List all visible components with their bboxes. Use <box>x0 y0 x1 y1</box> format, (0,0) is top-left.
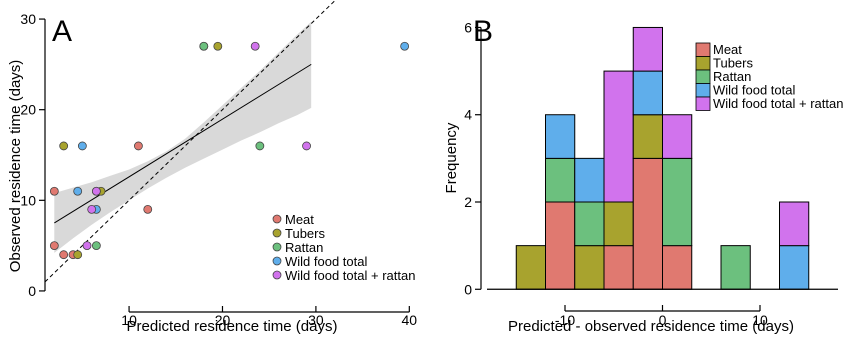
data-point <box>49 241 59 251</box>
legend-label: Tubers <box>285 226 325 241</box>
legend-label: Rattan <box>713 69 751 84</box>
panel-label-a: A <box>52 15 72 48</box>
data-point <box>255 141 265 151</box>
histogram-panel: B -10 0 10 0 2 4 6 Predicted - observed reside… <box>443 15 843 335</box>
x-axis-label-a: Predicted residence time (days) <box>127 318 338 335</box>
data-point <box>199 41 209 51</box>
data-point <box>49 186 59 196</box>
x-tick-label: 30 <box>308 312 324 328</box>
legend-label: Wild food total + rattan <box>713 96 843 111</box>
y-tick-label: 10 <box>20 192 36 208</box>
data-point <box>59 141 69 151</box>
x-axis-label-b: Predicted - observed residence time (day… <box>508 318 794 335</box>
data-point <box>302 141 311 151</box>
data-point <box>143 204 153 214</box>
data-point <box>400 41 410 51</box>
y-tick-label: 20 <box>20 102 36 118</box>
data-point <box>82 241 92 251</box>
y-tick-label: 6 <box>464 19 472 35</box>
x-tick-label: 20 <box>215 312 231 328</box>
histogram-bar <box>574 201 605 247</box>
data-point <box>73 186 83 196</box>
y-axis-label-a: Observed residence time (days) <box>7 60 24 273</box>
data-point <box>73 250 83 260</box>
line-group <box>44 0 335 283</box>
legend-label: Wild food total <box>713 83 795 98</box>
confidence-band-group <box>54 21 312 253</box>
data-point <box>213 41 223 51</box>
histogram-bar <box>632 157 663 290</box>
histogram-bar <box>574 245 605 290</box>
legend-label: Rattan <box>285 240 323 255</box>
histogram-bar <box>779 201 810 247</box>
legend-marker <box>272 214 282 224</box>
axes-a: 10 20 30 40 0 10 20 30 <box>20 11 417 328</box>
histogram-bar <box>603 70 634 203</box>
histogram-bar <box>632 26 663 72</box>
histogram-bar <box>662 114 693 159</box>
legend-label: Tubers <box>713 56 753 71</box>
histogram-bar <box>632 70 663 116</box>
legend-marker <box>272 270 282 280</box>
regression-line <box>54 63 312 224</box>
y-tick-label: 0 <box>464 281 472 297</box>
x-tick-label: 10 <box>752 312 768 328</box>
legend-marker <box>272 256 282 266</box>
legend-marker <box>272 228 282 238</box>
x-tick-label: -10 <box>555 312 575 328</box>
y-tick-label: 30 <box>20 11 36 27</box>
x-tick-label: 40 <box>402 312 418 328</box>
y-axis-label-b: Frequency <box>443 122 460 193</box>
legend-label: Wild food total + rattan <box>285 268 415 283</box>
y-tick-label: 2 <box>464 194 472 210</box>
histogram-bar <box>603 245 634 290</box>
y-tick-label: 0 <box>28 283 36 299</box>
x-tick-label: 10 <box>121 312 137 328</box>
one-to-one-dashed-line <box>44 0 335 283</box>
data-point <box>91 241 101 251</box>
legend-swatch <box>695 69 711 84</box>
data-point <box>77 141 87 151</box>
scatter-panel: A 10 20 30 40 0 10 20 30 Predicted residence ti… <box>7 0 417 335</box>
histogram-bar <box>720 245 751 290</box>
histogram-bar <box>574 157 605 203</box>
histogram-bar <box>662 157 693 247</box>
panel-label-b: B <box>473 15 493 48</box>
legend-swatch <box>695 56 711 71</box>
histogram-bar <box>515 245 546 290</box>
data-point <box>59 250 69 260</box>
data-point <box>91 186 101 196</box>
data-point <box>250 41 260 51</box>
histogram-bar <box>545 114 576 159</box>
axes-b: -10 0 10 0 2 4 6 <box>464 19 838 328</box>
histogram-bar <box>779 245 810 290</box>
histogram-bar <box>632 114 663 159</box>
histogram-bar <box>545 157 576 203</box>
y-tick-label: 4 <box>464 107 472 123</box>
bar-group <box>515 26 810 290</box>
legend-swatch <box>695 42 711 57</box>
histogram-bar <box>603 201 634 247</box>
legend-marker <box>272 242 282 252</box>
legend-swatch <box>695 96 711 111</box>
histogram-bar <box>545 201 576 290</box>
legend-swatch <box>695 83 711 98</box>
x-tick-label: 0 <box>659 312 667 328</box>
legend-label: Meat <box>285 212 314 227</box>
point-group <box>49 41 410 260</box>
data-point <box>87 204 97 214</box>
legend-label: Wild food total <box>285 254 367 269</box>
data-point <box>134 141 143 151</box>
legend-label: Meat <box>713 42 742 57</box>
confidence-band <box>54 21 312 253</box>
histogram-bar <box>662 245 693 290</box>
